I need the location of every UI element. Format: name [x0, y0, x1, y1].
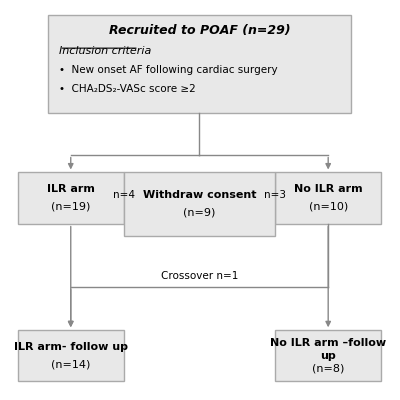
- Text: Recruited to POAF (n=29): Recruited to POAF (n=29): [109, 24, 290, 38]
- Text: (n=9): (n=9): [183, 208, 216, 218]
- FancyBboxPatch shape: [275, 172, 381, 224]
- FancyBboxPatch shape: [275, 330, 381, 382]
- Text: (n=8): (n=8): [312, 364, 344, 374]
- Text: Crossover n=1: Crossover n=1: [161, 271, 238, 281]
- Text: Inclusion criteria: Inclusion criteria: [59, 46, 152, 56]
- FancyBboxPatch shape: [18, 330, 124, 382]
- FancyBboxPatch shape: [48, 15, 351, 113]
- Text: (n=19): (n=19): [51, 202, 90, 212]
- Text: Withdraw consent: Withdraw consent: [143, 190, 256, 200]
- FancyBboxPatch shape: [124, 172, 275, 236]
- Text: ILR arm: ILR arm: [47, 184, 95, 194]
- Text: •  New onset AF following cardiac surgery: • New onset AF following cardiac surgery: [59, 65, 278, 75]
- Text: •  CHA₂DS₂-VASc score ≥2: • CHA₂DS₂-VASc score ≥2: [59, 84, 196, 94]
- Text: n=3: n=3: [264, 190, 286, 200]
- Text: No ILR arm: No ILR arm: [294, 184, 362, 194]
- Text: (n=14): (n=14): [51, 360, 90, 370]
- Text: No ILR arm –follow: No ILR arm –follow: [270, 338, 386, 348]
- Text: (n=10): (n=10): [308, 202, 348, 212]
- FancyBboxPatch shape: [18, 172, 124, 224]
- Text: up: up: [320, 351, 336, 361]
- Text: ILR arm- follow up: ILR arm- follow up: [14, 342, 128, 352]
- Text: n=4: n=4: [113, 190, 135, 200]
